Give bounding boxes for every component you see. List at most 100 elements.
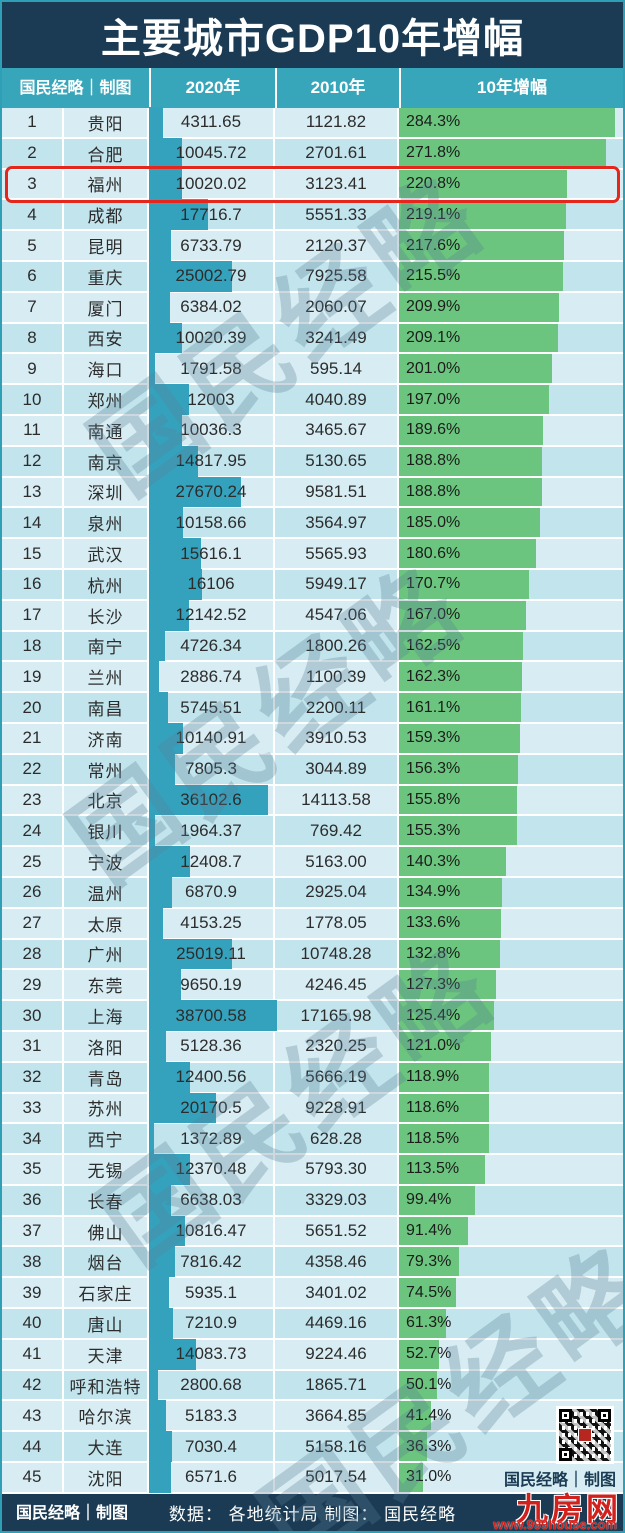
growth-cell: 209.9% (399, 292, 623, 322)
growth-value: 188.8% (406, 482, 461, 500)
rank-cell: 40 (2, 1309, 64, 1338)
gdp-2010-cell: 595.14 (275, 354, 399, 384)
rank-cell: 17 (2, 600, 64, 630)
rank-cell: 13 (2, 477, 64, 507)
table-row: 34 西宁 1372.89 628.28 118.5% (2, 1123, 623, 1155)
table-row: 15 武汉 15616.1 5565.93 180.6% (2, 538, 623, 569)
table-row: 31 洛阳 5128.36 2320.25 121.0% (2, 1030, 623, 1062)
growth-cell: 79.3% (399, 1247, 623, 1277)
growth-value: 125.4% (406, 1006, 461, 1024)
gdp-2010-value: 5949.17 (305, 574, 367, 594)
growth-bar (399, 723, 520, 753)
growth-value: 118.6% (406, 1098, 460, 1116)
gdp-2010-value: 3564.97 (305, 512, 367, 532)
growth-value: 162.3% (406, 667, 461, 685)
gdp-2020-bar (149, 230, 171, 261)
city-cell: 天津 (64, 1339, 149, 1369)
gdp-2010-cell: 1778.05 (275, 908, 399, 938)
table-row: 28 广州 25019.11 10748.28 132.8% (2, 938, 623, 970)
footer-bar: 国民经略｜制图 数据： 各地统计局 制图： 国民经略 (2, 1493, 623, 1531)
growth-value: 215.5% (406, 267, 461, 285)
gdp-2020-cell: 2800.68 (149, 1369, 275, 1401)
growth-bar (399, 939, 500, 969)
brand-url: www.999house.com (493, 1517, 617, 1532)
table-row: 23 北京 36102.6 14113.58 155.8% (2, 784, 623, 816)
gdp-2010-cell: 5666.19 (275, 1062, 399, 1092)
gdp-2020-value: 7816.42 (180, 1251, 242, 1271)
rank-cell: 38 (2, 1247, 64, 1277)
gdp-2020-cell: 7210.9 (149, 1308, 275, 1339)
table-row: 6 重庆 25002.79 7925.58 215.5% (2, 260, 623, 292)
growth-cell: 217.6% (399, 231, 623, 260)
gdp-2020-bar (149, 414, 182, 446)
gdp-2010-value: 4547.06 (305, 605, 367, 625)
growth-cell: 159.3% (399, 723, 623, 753)
gdp-2020-value: 2886.74 (180, 666, 242, 686)
growth-bar (399, 138, 606, 168)
gdp-2010-value: 5130.65 (305, 451, 367, 471)
gdp-2010-value: 1100.39 (305, 666, 367, 686)
table-row: 40 唐山 7210.9 4469.16 61.3% (2, 1308, 623, 1339)
city-cell: 南宁 (64, 631, 149, 661)
growth-bar (399, 662, 523, 692)
table-row: 9 海口 1791.58 595.14 201.0% (2, 353, 623, 385)
gdp-2010-cell: 1865.71 (275, 1370, 399, 1400)
growth-cell: 155.8% (399, 785, 623, 815)
growth-cell: 134.9% (399, 877, 623, 907)
rank-cell: 15 (2, 539, 64, 568)
city-cell: 济南 (64, 723, 149, 753)
gdp-2020-cell: 6571.6 (149, 1462, 275, 1493)
table-row: 43 哈尔滨 5183.3 3664.85 41.4% (2, 1400, 623, 1432)
page-title: 主要城市GDP10年增幅 (100, 17, 525, 61)
gdp-2020-value: 25002.79 (175, 266, 247, 286)
gdp-2020-value: 6733.79 (180, 235, 242, 255)
gdp-2020-cell: 12400.56 (149, 1061, 275, 1093)
gdp-2010-value: 5017.54 (305, 1467, 367, 1487)
rank-cell: 7 (2, 292, 64, 322)
growth-cell: 121.0% (399, 1031, 623, 1061)
gdp-2020-bar (149, 938, 232, 970)
gdp-2010-value: 5158.16 (305, 1436, 367, 1456)
city-cell: 西宁 (64, 1124, 149, 1154)
gdp-2020-cell: 16106 (149, 568, 275, 600)
gdp-2010-cell: 5158.16 (275, 1432, 399, 1462)
city-cell: 温州 (64, 877, 149, 907)
gdp-2020-bar (149, 1277, 169, 1309)
qr-marker-icon (559, 1409, 572, 1422)
city-cell: 武汉 (64, 539, 149, 568)
gdp-2020-value: 7210.9 (185, 1313, 237, 1333)
rank-cell: 6 (2, 261, 64, 291)
table-row: 8 西安 10020.39 3241.49 209.1% (2, 322, 623, 354)
gdp-2010-cell: 3044.89 (275, 754, 399, 784)
city-cell: 佛山 (64, 1216, 149, 1246)
gdp-2020-bar (149, 876, 172, 908)
gdp-2010-value: 17165.98 (300, 1005, 372, 1025)
gdp-2010-value: 5666.19 (305, 1067, 367, 1087)
growth-bar (399, 816, 517, 846)
gdp-2010-cell: 4358.46 (275, 1247, 399, 1277)
gdp-2020-cell: 14083.73 (149, 1338, 275, 1370)
growth-cell: 215.5% (399, 261, 623, 291)
gdp-2020-cell: 4153.25 (149, 907, 275, 939)
city-cell: 太原 (64, 908, 149, 938)
table-row: 36 长春 6638.03 3329.03 99.4% (2, 1184, 623, 1216)
growth-bar (399, 539, 537, 568)
rank-cell: 10 (2, 385, 64, 414)
gdp-2020-bar (149, 784, 268, 816)
rank-cell: 8 (2, 323, 64, 353)
growth-cell: 170.7% (399, 569, 623, 599)
city-cell: 昆明 (64, 231, 149, 260)
city-cell: 长春 (64, 1185, 149, 1215)
growth-value: 156.3% (406, 760, 461, 778)
gdp-2020-bar (149, 445, 198, 477)
gdp-2020-cell: 25019.11 (149, 938, 275, 970)
growth-value: 50.1% (406, 1376, 452, 1394)
city-cell: 深圳 (64, 477, 149, 507)
gdp-2010-cell: 1121.82 (275, 108, 399, 137)
growth-bar (399, 1339, 439, 1369)
gdp-2020-value: 9650.19 (180, 974, 242, 994)
gdp-2010-value: 5551.33 (305, 204, 367, 224)
gdp-2020-bar (149, 1184, 171, 1216)
gdp-2020-cell: 14817.95 (149, 445, 275, 477)
rank-cell: 32 (2, 1062, 64, 1092)
